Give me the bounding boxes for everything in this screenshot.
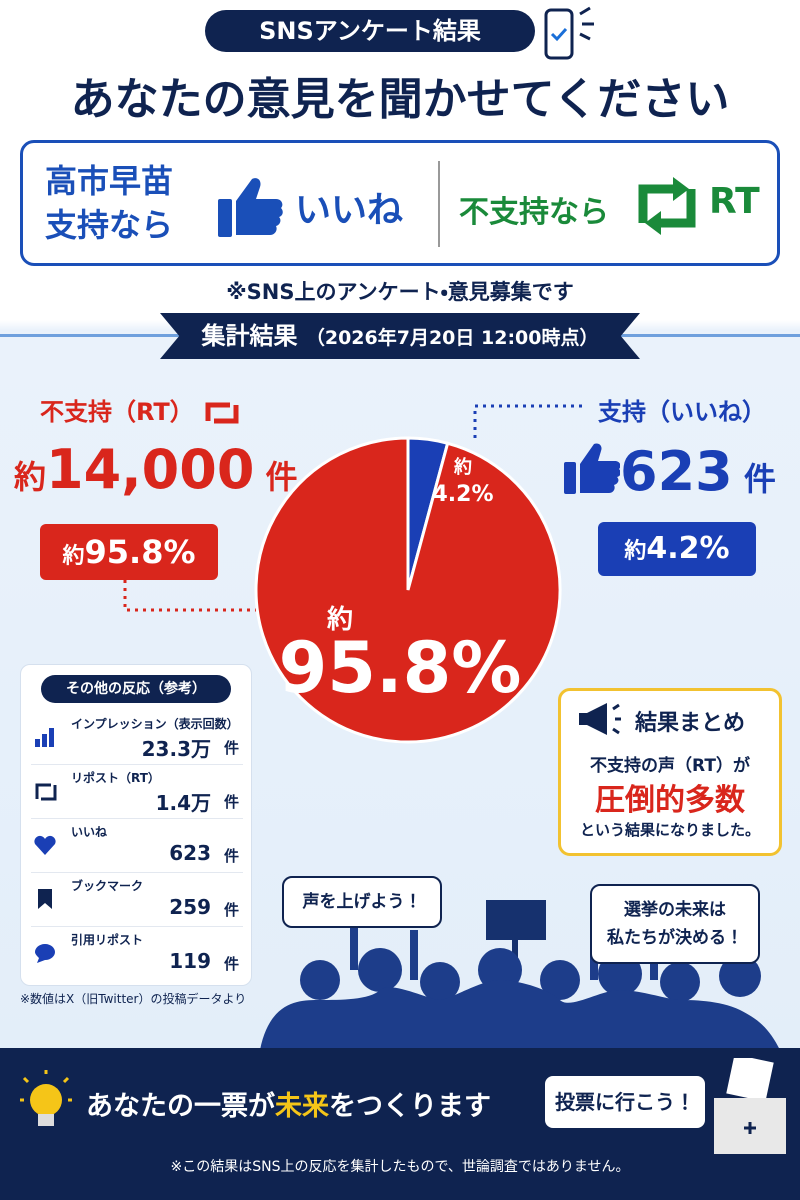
category-label: 不支持（RT） [40,398,194,426]
reaction-unit: 件 [223,739,239,757]
speech-bubble: 選挙の未来は 私たちが決める！ [590,884,760,964]
message-part: あなたの一票が [86,1091,275,1122]
unit: 件 [743,460,776,498]
disclaimer: ※この結果はSNS上の反応を集計したもので、世論調査ではありません。 [170,1159,630,1175]
reaction-row: 引用リポスト 119 件 [31,927,243,981]
divider [438,161,440,247]
main-title: あなたの意見を聞かせてください [70,74,730,125]
heading-timestamp: （2026年7月20日 12:00時点） [305,327,599,349]
approx: 約 [62,544,85,569]
support-heading: 支持（いいね） [598,398,766,426]
instruction-box: 高市早苗支持なら いいね 不支持なら RT [20,140,780,266]
like-icon [218,178,283,237]
megaphone-icon [579,703,621,735]
header-badge: SNSアンケート結果 [205,10,535,52]
reaction-value: 1.4万 [155,791,211,815]
summary-title: 結果まとめ [635,711,746,736]
reaction-unit: 件 [223,901,239,919]
summary-card: 結果まとめ 不支持の声（RT）が 圧倒的多数 という結果になりました。 [558,688,782,856]
source-note: ※数値はX（旧Twitter）の投稿データより [20,992,247,1006]
value-label: 4.2% [646,531,730,566]
reaction-icon [34,835,56,855]
reaction-unit: 件 [223,955,239,973]
retweet-icon [205,402,239,424]
speech-line: 選挙の未来は [624,900,726,920]
reaction-label: いいね [71,825,108,839]
reaction-row: ブックマーク 259 件 [31,873,243,927]
reaction-row: リポスト（RT） 1.4万件 [31,765,243,819]
reactions-title: その他の反応（参考） [41,675,231,703]
summary-line: という結果になりました。 [579,821,760,839]
approx: 約 [326,604,353,635]
slice-label: 95.8% [279,627,522,709]
condition-line: 高市早苗 [45,162,174,200]
reaction-label: リポスト（RT） [71,771,160,785]
phone-icon [544,6,594,60]
note: ※SNS上のアンケート・意見募集です [226,280,574,304]
crowd-illustration [260,900,780,1050]
reaction-row: いいね 623 件 [31,819,243,873]
oppose-heading: 不支持（RT） [40,392,242,427]
condition-line: 支持なら [45,206,174,244]
oppose-count: 約14,000 件 [14,438,298,501]
approx: 約 [453,456,472,478]
reaction-icon [38,889,52,909]
summary-line: 不支持の声（RT）が [590,756,750,776]
footer: あなたの一票が未来をつくります 投票に行こう！ ※この結果はSNS上の反応を集計… [0,1048,800,1200]
pie-slice [254,436,562,744]
support-badge: 約4.2% [598,522,756,576]
retweet-icon [638,177,696,235]
speech-line: 私たちが決める！ [607,928,743,948]
count: 623 [620,440,733,503]
oppose-action: RT [709,181,760,222]
speech-bubble: 声を上げよう！ [282,876,442,928]
reaction-icon [35,783,57,801]
oppose-condition: 不支持なら [459,195,609,230]
reaction-icon [35,944,55,963]
approx: 約 [624,539,647,564]
support-action: いいね [295,190,404,231]
support-count: 623 件 [562,440,776,503]
bulb-icon [20,1070,72,1126]
like-icon [564,443,621,494]
summary-emphasis: 圧倒的多数 [595,783,745,818]
message-emphasis: 未来 [275,1091,329,1122]
vote-button[interactable]: 投票に行こう！ [545,1076,705,1128]
value-label: 95.8% [84,533,196,571]
results-heading: 集計結果 （2026年7月20日 12:00時点） [160,313,640,359]
connector [473,404,587,438]
heading-title: 集計結果 [201,322,298,350]
reaction-unit: 件 [223,847,239,865]
slice-label: 4.2% [432,482,493,507]
reaction-value: 623 [169,841,211,865]
unit: 件 [265,458,298,496]
oppose-badge: 約95.8% [40,524,218,580]
reaction-label: ブックマーク [71,879,144,893]
footer-message: あなたの一票が未来をつくります [86,1084,491,1123]
message-part: をつくります [329,1091,491,1122]
reaction-icon [35,728,54,747]
connector [123,580,265,612]
approx: 約 [14,458,47,496]
count: 14,000 [46,438,255,501]
reaction-label: 引用リポスト [71,933,144,947]
reaction-row: インプレッション（表示回数） 23.3万件 [31,711,243,765]
reaction-value: 23.3万 [141,737,211,761]
chart: 約4.2%約95.8% [123,404,587,744]
reaction-unit: 件 [223,793,239,811]
reaction-label: インプレッション（表示回数） [71,717,239,731]
other-reactions: その他の反応（参考） インプレッション（表示回数） 23.3万件リポスト（RT） 1… [20,664,252,986]
support-condition: 高市早苗 支持なら [45,159,173,247]
reaction-value: 119 [169,949,211,973]
reaction-value: 259 [169,895,211,919]
ballot-box-icon [714,1058,786,1154]
